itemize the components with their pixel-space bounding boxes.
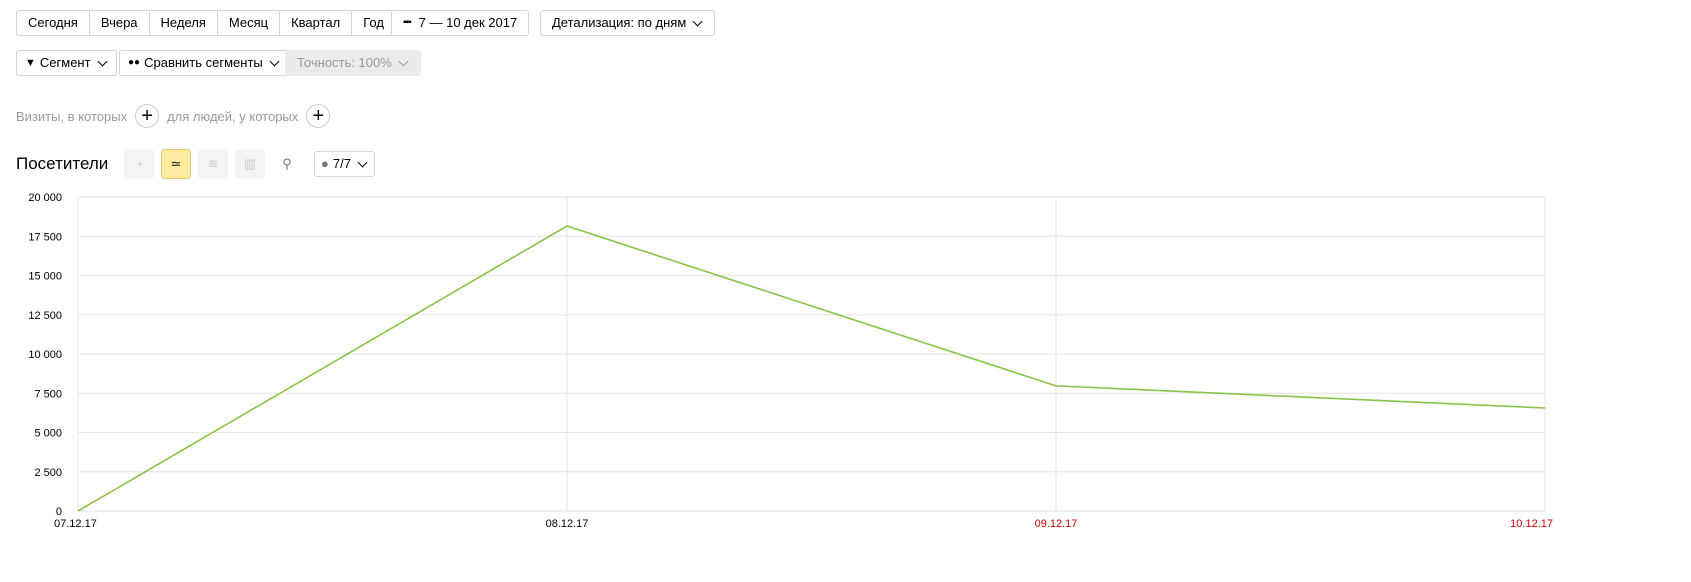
compare-segments-dropdown[interactable]: ●● Сравнить сегменты xyxy=(119,50,289,76)
area-chart-button[interactable]: ≋ xyxy=(198,149,228,179)
annotations-count: 7/7 xyxy=(332,156,351,171)
line-chart-icon: ≃ xyxy=(170,156,182,171)
people-condition-label: для людей, у которых xyxy=(167,108,299,124)
detail-dropdown[interactable]: Детализация: по дням xyxy=(540,10,716,36)
x-tick-label: 10.12.17 xyxy=(1510,518,1553,530)
area-chart-icon: ≋ xyxy=(207,156,219,171)
add-visit-condition-button[interactable]: + xyxy=(135,104,160,128)
line-chart-button[interactable]: ≃ xyxy=(161,149,191,179)
report-title: Посетители xyxy=(16,154,109,173)
compare-label: Сравнить сегменты xyxy=(144,55,263,70)
accuracy-dropdown[interactable]: Точность: 100% xyxy=(285,50,421,76)
chevron-down-icon xyxy=(398,56,409,66)
chevron-down-icon xyxy=(97,56,108,66)
x-tick-label: 07.12.17 xyxy=(54,518,97,530)
add-people-condition-button[interactable]: + xyxy=(306,104,331,128)
visits-condition-label: Визиты, в которых xyxy=(16,108,128,124)
chevron-down-icon xyxy=(692,16,703,26)
period-yesterday[interactable]: Вчера xyxy=(88,10,150,36)
y-tick-label: 5 000 xyxy=(34,428,62,440)
annotations-dropdown[interactable]: ● 7/7 xyxy=(314,151,375,177)
plus-icon: + xyxy=(141,105,153,127)
detail-label: Детализация: по дням xyxy=(552,15,687,30)
y-tick-label: 10 000 xyxy=(28,349,62,361)
y-tick-label: 12 500 xyxy=(28,310,62,322)
chevron-down-icon xyxy=(357,157,368,167)
plus-icon: + xyxy=(312,105,325,127)
pie-chart-icon: ◔ xyxy=(135,156,143,172)
map-pin-icon: ⚲ xyxy=(282,156,292,171)
y-tick-label: 0 xyxy=(56,506,62,518)
y-tick-label: 2 500 xyxy=(34,467,62,479)
chevron-down-icon xyxy=(269,56,280,66)
period-week[interactable]: Неделя xyxy=(148,10,218,36)
x-tick-label: 09.12.17 xyxy=(1035,518,1078,530)
date-range-button[interactable]: ▪▪▪ 7 — 10 дек 2017 xyxy=(391,10,530,36)
period-quarter[interactable]: Квартал xyxy=(279,10,353,36)
y-tick-label: 15 000 xyxy=(28,271,62,283)
drops-icon: ●● xyxy=(128,57,141,68)
date-range-label: 7 — 10 дек 2017 xyxy=(418,15,518,30)
segment-conditions: Визиты, в которых + для людей, у которых… xyxy=(16,104,331,128)
pie-chart-button[interactable]: ◔ xyxy=(124,149,154,179)
period-today[interactable]: Сегодня xyxy=(16,10,90,36)
accuracy-label: Точность: 100% xyxy=(297,55,392,70)
y-tick-label: 7 500 xyxy=(34,388,62,400)
comment-icon: ● xyxy=(321,156,329,171)
y-tick-label: 20 000 xyxy=(28,192,62,204)
calendar-icon: ▪▪▪ xyxy=(403,17,412,28)
bar-chart-icon: ▥ xyxy=(243,156,257,171)
chart-type-switcher: ◔ ≃ ≋ ▥ ⚲ xyxy=(124,149,302,179)
visitors-line-chart: 0 2 500 5 000 7 500 10 000 12 500 15 000 17 500… xyxy=(28,192,1553,530)
segment-dropdown[interactable]: ▼ Сегмент xyxy=(16,50,117,76)
x-tick-label: 08.12.17 xyxy=(546,518,589,530)
period-month[interactable]: Месяц xyxy=(216,10,281,36)
y-tick-label: 17 500 xyxy=(28,231,62,243)
series-line xyxy=(77,225,1546,512)
filter-icon: ▼ xyxy=(25,57,36,69)
period-selector: Сегодня Вчера Неделя Месяц Квартал Год xyxy=(16,10,396,36)
map-button[interactable]: ⚲ xyxy=(272,149,302,179)
period-year[interactable]: Год xyxy=(351,10,396,36)
segment-label: Сегмент xyxy=(39,55,91,70)
bar-chart-button[interactable]: ▥ xyxy=(235,149,265,179)
